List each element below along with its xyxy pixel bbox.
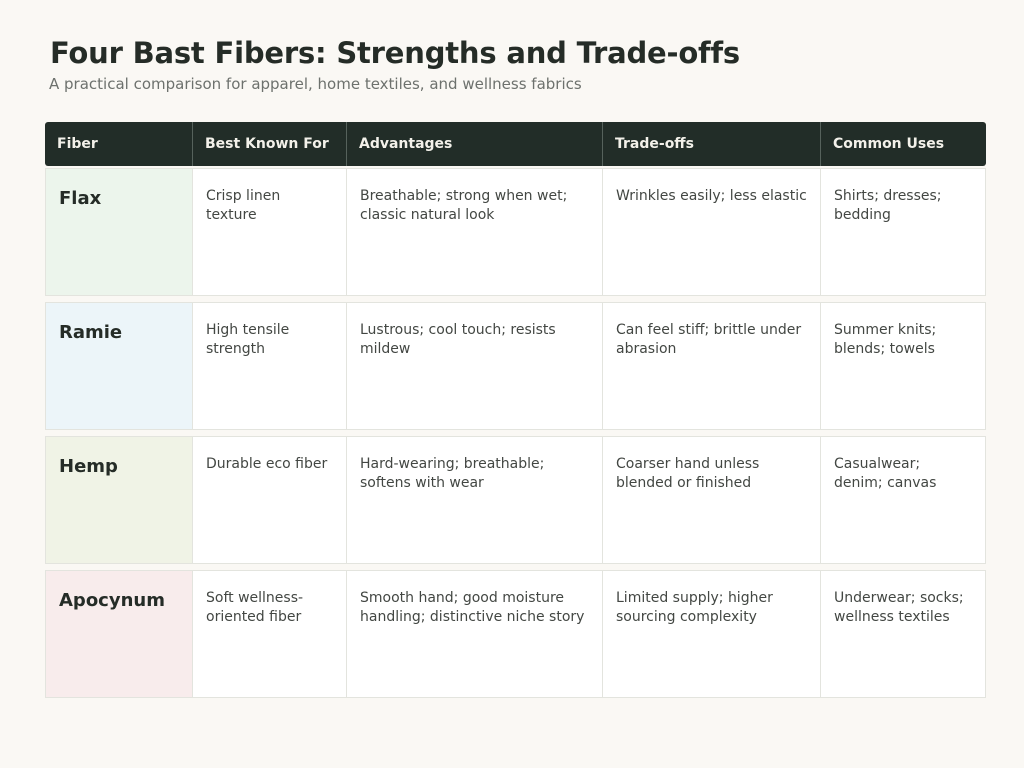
advantages-cell: Breathable; strong when wet; classic nat…: [347, 168, 603, 296]
tradeoffs-cell: Coarser hand unless blended or finished: [603, 436, 821, 564]
advantages-cell: Hard-wearing; breathable; softens with w…: [347, 436, 603, 564]
tradeoffs-cell: Can feel stiff; brittle under abrasion: [603, 302, 821, 430]
best-known-for-cell: Crisp linen texture: [193, 168, 347, 296]
table-row: Flax Crisp linen texture Breathable; str…: [45, 168, 986, 296]
table-row: Hemp Durable eco fiber Hard-wearing; bre…: [45, 436, 986, 564]
common-uses-cell: Summer knits; blends; towels: [821, 302, 986, 430]
comparison-table: Fiber Best Known For Advantages Trade-of…: [45, 122, 986, 704]
table-header-row: Fiber Best Known For Advantages Trade-of…: [45, 122, 986, 166]
table-row: Apocynum Soft wellness-oriented fiber Sm…: [45, 570, 986, 698]
common-uses-cell: Underwear; socks; wellness textiles: [821, 570, 986, 698]
best-known-for-cell: Durable eco fiber: [193, 436, 347, 564]
tradeoffs-cell: Limited supply; higher sourcing complexi…: [603, 570, 821, 698]
fiber-name-cell: Apocynum: [45, 570, 193, 698]
column-header-common-uses: Common Uses: [833, 136, 945, 152]
common-uses-cell: Shirts; dresses; bedding: [821, 168, 986, 296]
page-subtitle: A practical comparison for apparel, home…: [49, 75, 582, 93]
fiber-name-cell: Ramie: [45, 302, 193, 430]
fiber-name-cell: Flax: [45, 168, 193, 296]
best-known-for-cell: Soft wellness-oriented fiber: [193, 570, 347, 698]
advantages-cell: Smooth hand; good moisture handling; dis…: [347, 570, 603, 698]
advantages-cell: Lustrous; cool touch; resists mildew: [347, 302, 603, 430]
column-header-tradeoffs: Trade-offs: [603, 122, 821, 166]
tradeoffs-cell: Wrinkles easily; less elastic: [603, 168, 821, 296]
column-header-best-known-for: Best Known For: [193, 122, 347, 166]
best-known-for-cell: High tensile strength: [193, 302, 347, 430]
column-header-advantages: Advantages: [347, 122, 603, 166]
common-uses-cell: Casualwear; denim; canvas: [821, 436, 986, 564]
page-title: Four Bast Fibers: Strengths and Trade-of…: [50, 36, 740, 70]
column-header-fiber: Fiber: [45, 122, 193, 166]
table-row: Ramie High tensile strength Lustrous; co…: [45, 302, 986, 430]
fiber-name-cell: Hemp: [45, 436, 193, 564]
